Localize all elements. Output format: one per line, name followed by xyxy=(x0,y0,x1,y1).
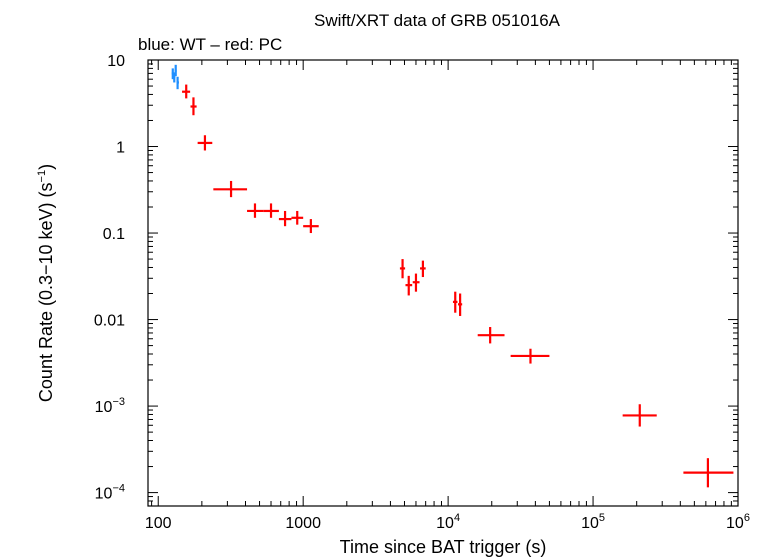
y-tick-label: 1 xyxy=(116,140,125,157)
data-point-wt xyxy=(176,76,179,90)
data-point-pc xyxy=(190,97,197,116)
data-point-wt xyxy=(174,64,177,77)
axis-ticks: 100 1000 104 105 106 10 1 0.1 0.01 10−3 10−4 xyxy=(94,53,750,532)
data-point-pc xyxy=(405,275,413,296)
plot-frame xyxy=(147,59,739,507)
y-axis-label: Count Rate (0.3−10 keV) (s−1) xyxy=(36,164,56,402)
data-point-pc xyxy=(197,135,213,151)
y-axis-label-main: Count Rate (0.3−10 keV) (s xyxy=(36,182,56,402)
chart-subtitle: blue: WT – red: PC xyxy=(138,35,282,54)
data-point-pc xyxy=(182,84,191,99)
data-point-pc xyxy=(412,273,420,292)
y-axis-label-end: ) xyxy=(36,164,56,170)
y-axis-label-unit-exp: −1 xyxy=(36,170,48,183)
x-tick-label: 106 xyxy=(726,512,750,532)
data-point-pc xyxy=(278,210,292,227)
y-tick-label: 10 xyxy=(107,53,125,70)
data-point-pc xyxy=(622,404,657,427)
y-tick-label: 0.01 xyxy=(94,313,125,330)
x-tick-label: 1000 xyxy=(285,515,321,532)
y-tick-label: 10−3 xyxy=(95,396,125,416)
data-point-wt xyxy=(173,72,176,83)
data-point-pc xyxy=(420,260,426,278)
plot-axes xyxy=(147,59,739,507)
y-tick-label: 0.1 xyxy=(103,226,125,243)
y-tick-label: 10−4 xyxy=(95,483,125,503)
data-point-pc xyxy=(452,291,458,313)
data-point-pc xyxy=(247,203,264,218)
data-points xyxy=(171,64,734,488)
data-point-pc xyxy=(683,458,734,488)
data-point-pc xyxy=(263,203,279,218)
data-point-pc xyxy=(510,348,550,364)
data-point-pc xyxy=(399,259,406,279)
data-point-pc xyxy=(291,210,304,225)
x-tick-label: 104 xyxy=(436,512,460,532)
data-point-pc xyxy=(457,293,463,316)
data-point-pc xyxy=(213,180,248,198)
data-point-pc xyxy=(477,327,505,344)
x-axis-label: Time since BAT trigger (s) xyxy=(340,537,547,557)
x-tick-label: 105 xyxy=(581,512,605,532)
data-point-pc xyxy=(303,219,319,234)
chart-title: Swift/XRT data of GRB 051016A xyxy=(314,11,561,30)
x-tick-label: 100 xyxy=(145,515,172,532)
